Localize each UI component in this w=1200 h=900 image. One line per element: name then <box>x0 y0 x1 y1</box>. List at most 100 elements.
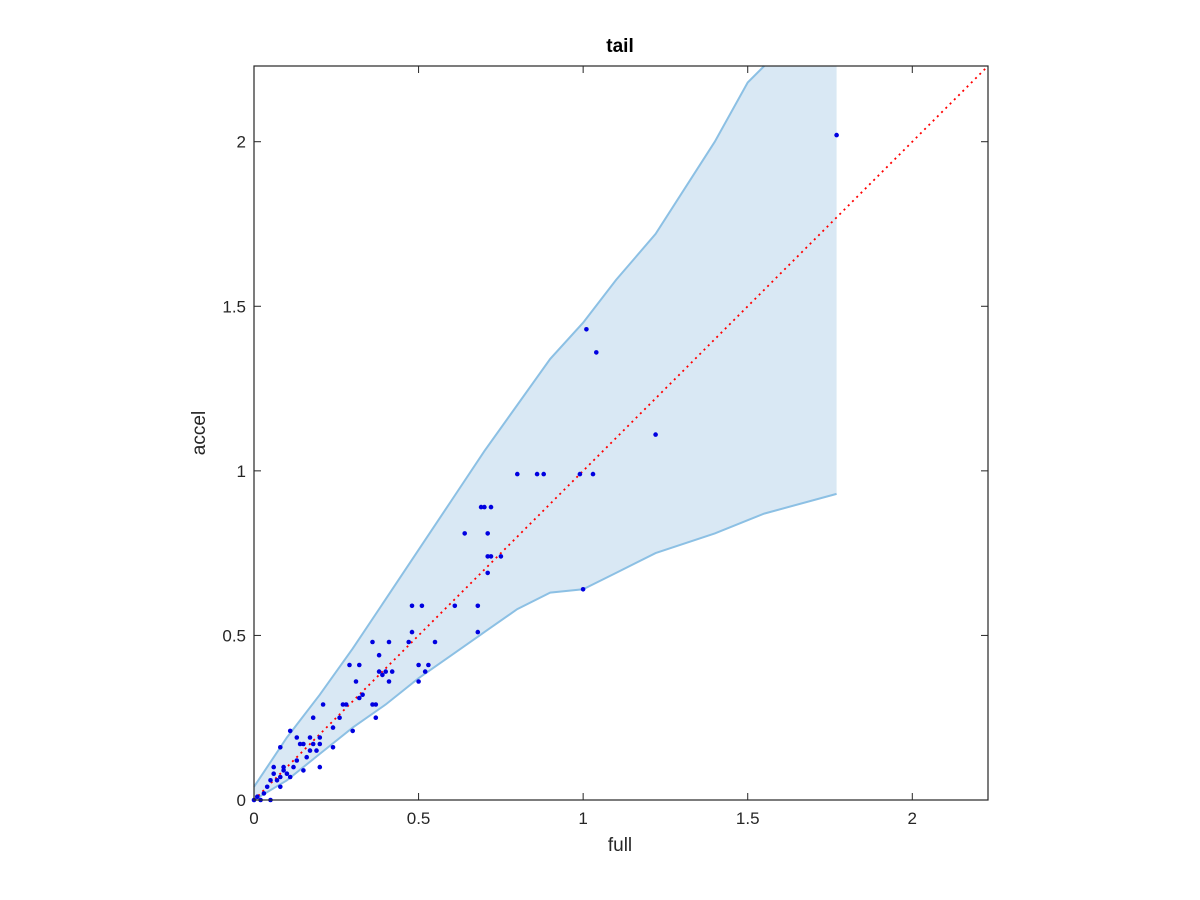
data-point <box>485 531 491 536</box>
data-point <box>370 702 375 707</box>
axes-group <box>253 65 989 801</box>
x-tick-label: 1 <box>578 809 587 828</box>
y-tick-label: 0.5 <box>222 626 246 645</box>
data-point <box>590 471 596 477</box>
data-point <box>307 748 313 753</box>
data-point <box>584 327 589 332</box>
data-point <box>380 672 385 678</box>
data-point <box>834 132 839 138</box>
data-point <box>274 778 280 783</box>
data-point <box>310 741 316 747</box>
y-axis-label: accel <box>189 411 210 455</box>
data-point <box>350 728 356 734</box>
data-point <box>370 639 375 645</box>
y-tick-label: 0 <box>237 791 246 810</box>
data-point <box>287 728 293 734</box>
confidence-band-area <box>254 66 837 800</box>
data-point <box>488 554 494 559</box>
data-point <box>594 350 599 355</box>
data-point <box>271 771 277 776</box>
data-point <box>317 741 323 747</box>
data-point <box>301 741 306 747</box>
data-point <box>310 715 316 720</box>
confidence-band-group <box>253 65 837 801</box>
data-point <box>254 794 260 799</box>
data-point <box>278 774 283 780</box>
data-point <box>577 471 583 477</box>
data-point <box>301 768 306 773</box>
reference-line-group <box>253 65 989 801</box>
x-tick-label: 2 <box>908 809 917 828</box>
data-point <box>320 702 326 707</box>
x-axis-label: full <box>608 835 632 856</box>
data-point <box>330 745 336 750</box>
data-point <box>278 745 283 750</box>
reference-line <box>253 65 989 801</box>
data-point <box>307 735 313 740</box>
data-point <box>419 603 425 609</box>
data-point <box>376 652 382 658</box>
data-point <box>297 741 303 747</box>
data-point <box>580 587 586 592</box>
data-point <box>284 771 290 776</box>
data-point <box>541 471 546 477</box>
data-point <box>475 603 481 609</box>
data-point <box>416 662 421 668</box>
data-point <box>304 754 310 760</box>
data-point <box>261 791 267 796</box>
x-tick-label: 0.5 <box>407 809 431 828</box>
data-point <box>462 531 468 536</box>
data-point <box>409 603 415 609</box>
data-point <box>278 784 283 790</box>
data-point <box>478 504 484 510</box>
data-point <box>353 679 359 684</box>
data-point <box>271 764 277 770</box>
data-point <box>482 504 487 510</box>
data-point <box>317 735 323 740</box>
data-point <box>653 432 658 437</box>
data-point <box>422 669 428 674</box>
data-point <box>373 702 379 707</box>
x-tick-label: 1.5 <box>736 809 760 828</box>
data-point <box>389 669 395 674</box>
data-point <box>343 702 349 707</box>
data-point <box>337 715 342 720</box>
data-point <box>485 554 491 559</box>
data-point <box>314 748 319 753</box>
y-tick-label: 1 <box>237 462 246 481</box>
data-point <box>281 768 286 773</box>
data-point <box>475 629 481 635</box>
data-point <box>330 725 336 730</box>
data-point <box>360 692 365 697</box>
x-tick-label: 0 <box>249 809 258 828</box>
data-point <box>317 764 323 770</box>
data-point <box>386 679 392 684</box>
data-point <box>426 662 431 668</box>
data-point <box>347 662 352 668</box>
data-point <box>409 629 415 635</box>
data-point <box>340 702 346 707</box>
data-point <box>383 669 389 674</box>
data-point <box>264 784 270 790</box>
data-point <box>281 764 286 770</box>
data-point <box>452 603 458 609</box>
data-point <box>432 639 438 645</box>
data-point <box>268 778 273 783</box>
data-point <box>485 570 491 576</box>
data-point <box>287 774 293 780</box>
band-lower-edge <box>253 492 837 801</box>
data-point <box>357 662 362 668</box>
data-point <box>294 758 300 763</box>
data-point <box>291 764 296 770</box>
data-point <box>373 715 379 720</box>
y-tick-label: 1.5 <box>222 297 246 316</box>
data-point <box>498 554 504 559</box>
y-tick-label: 2 <box>237 133 246 152</box>
data-point <box>416 679 421 684</box>
ticks-group: 0 0.5 1 1.5 2 0 0.5 1 1.5 2 <box>222 66 988 828</box>
data-point <box>357 695 362 701</box>
data-point <box>515 471 520 477</box>
data-point <box>534 471 540 477</box>
data-point <box>386 639 392 645</box>
